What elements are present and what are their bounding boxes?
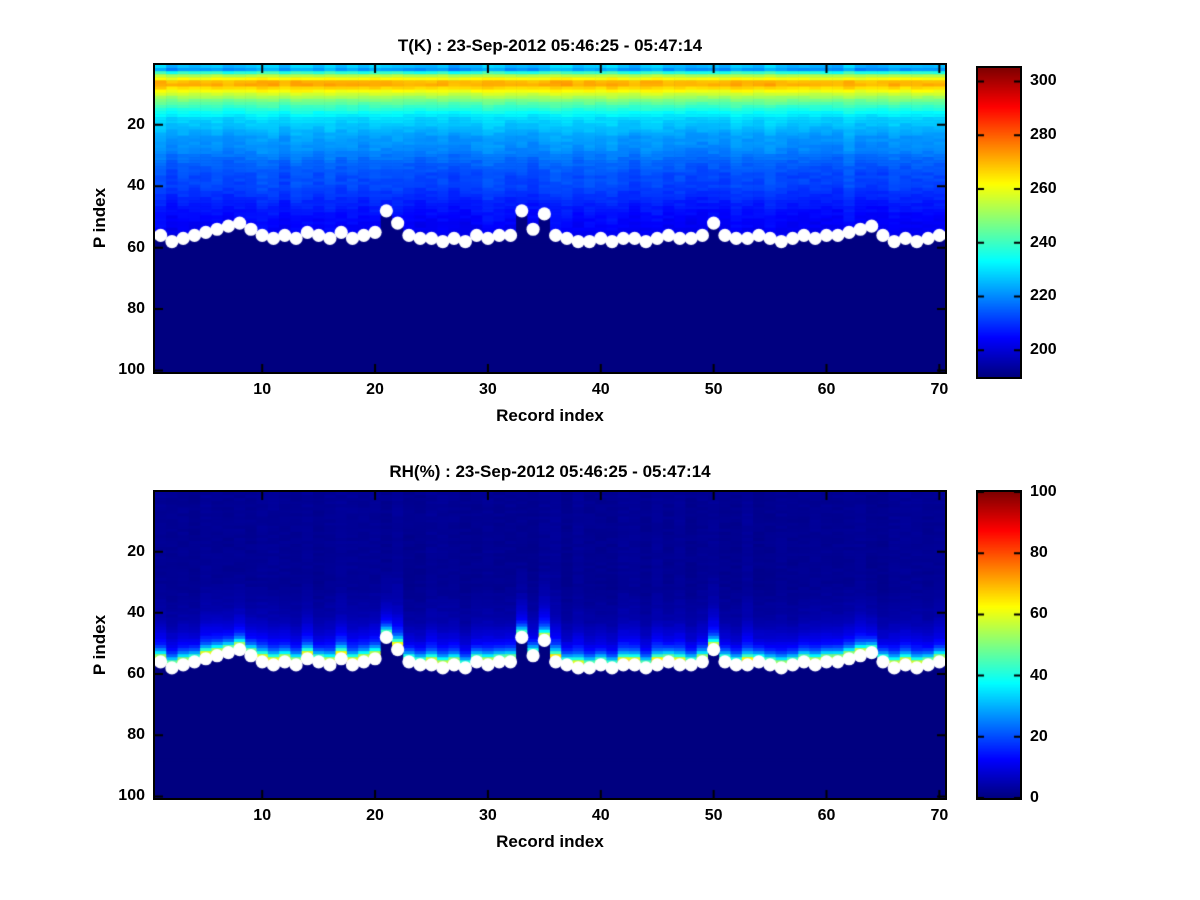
humidity-heatmap — [153, 490, 947, 800]
colorbar-tick-label: 240 — [1030, 233, 1057, 251]
x-tick-label: 60 — [817, 807, 836, 824]
colorbar-tick-label: 220 — [1030, 287, 1057, 305]
temperature-plot-title: T(K) : 23-Sep-2012 05:46:25 - 05:47:14 — [397, 36, 703, 55]
colorbar-tick-label: 260 — [1030, 179, 1057, 197]
x-tick-label: 10 — [253, 807, 272, 824]
humidity-plot-title: RH(%) : 23-Sep-2012 05:46:25 - 05:47:14 — [389, 462, 711, 481]
humidity-x-axis-label: Record index — [496, 832, 604, 851]
colorbar-tick-label: 100 — [1030, 483, 1057, 500]
y-tick-label: 20 — [127, 542, 145, 560]
x-tick-label: 20 — [366, 807, 384, 824]
x-tick-label: 40 — [591, 381, 610, 398]
colorbar-tick-label: 40 — [1030, 666, 1048, 684]
colorbar-tick-label: 80 — [1030, 544, 1048, 562]
humidity-colorbar-canvas — [978, 492, 1020, 798]
colorbar-tick-label: 280 — [1030, 126, 1057, 144]
x-tick-label: 10 — [253, 381, 272, 398]
temperature-colorbar-canvas — [978, 68, 1020, 377]
colorbar-tick-label: 300 — [1030, 72, 1057, 90]
temperature-heatmap-canvas — [155, 65, 945, 372]
humidity-y-axis-label: P index — [90, 614, 109, 676]
x-tick-label: 50 — [704, 381, 723, 398]
x-tick-label: 50 — [704, 807, 723, 824]
temperature-heatmap — [153, 63, 947, 374]
y-tick-label: 100 — [118, 787, 145, 805]
humidity-colorbar — [976, 490, 1022, 800]
x-tick-label: 30 — [479, 807, 497, 824]
temperature-colorbar — [976, 66, 1022, 379]
y-tick-label: 40 — [127, 603, 145, 621]
humidity-heatmap-canvas — [155, 492, 945, 798]
y-tick-label: 20 — [127, 115, 145, 133]
x-tick-label: 70 — [930, 381, 949, 398]
y-tick-label: 40 — [127, 177, 145, 195]
y-tick-label: 60 — [127, 238, 145, 256]
colorbar-tick-label: 0 — [1030, 789, 1039, 806]
y-tick-label: 100 — [118, 361, 145, 379]
x-tick-label: 30 — [479, 381, 497, 398]
x-tick-label: 70 — [930, 807, 949, 824]
y-tick-label: 80 — [127, 726, 145, 744]
x-tick-label: 20 — [366, 381, 384, 398]
x-tick-label: 60 — [817, 381, 836, 398]
temperature-x-axis-label: Record index — [496, 406, 604, 425]
temperature-y-axis-label: P index — [90, 187, 109, 249]
colorbar-tick-label: 60 — [1030, 605, 1048, 623]
y-tick-label: 60 — [127, 665, 145, 683]
x-tick-label: 40 — [591, 807, 610, 824]
colorbar-tick-label: 20 — [1030, 727, 1048, 745]
colorbar-tick-label: 200 — [1030, 341, 1057, 359]
y-tick-label: 80 — [127, 300, 145, 318]
